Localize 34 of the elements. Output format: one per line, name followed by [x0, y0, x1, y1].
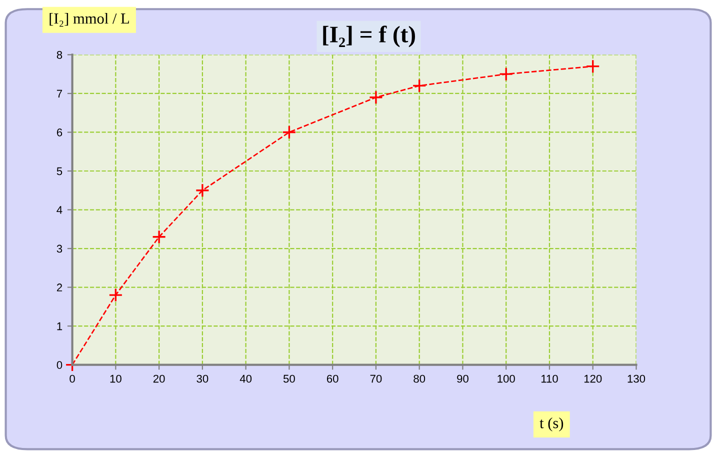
x-tick-label: 0 [70, 374, 75, 383]
x-tick-label: 130 [628, 374, 646, 383]
y-tick-label: 7 [56, 90, 62, 98]
y-tick-label: 5 [56, 167, 62, 176]
x-tick-label: 40 [240, 374, 252, 383]
point [195, 183, 210, 198]
y-tick-label: 3 [56, 244, 62, 253]
chart-title: [I₂] = f (t) [323, 26, 415, 48]
y-tick-label: 0 [56, 361, 62, 369]
point [499, 67, 514, 82]
x-axis-title: t (s) [540, 418, 564, 432]
x-tick-label: 70 [370, 374, 382, 383]
x-tick-label: 80 [414, 374, 426, 383]
x-tick-label: 20 [153, 374, 165, 383]
y-axis-title: [I₂] mmol / L [50, 12, 129, 27]
y-tick-label: 4 [56, 206, 62, 214]
y-tick-label: 2 [56, 284, 62, 292]
point [412, 78, 426, 93]
x-tick-label: 120 [584, 374, 602, 383]
y-tick-label: 8 [56, 50, 62, 59]
point [108, 288, 123, 302]
point [368, 90, 384, 104]
point [586, 59, 600, 74]
point [152, 230, 166, 244]
x-tick-label: 110 [541, 374, 558, 383]
x-tick-label: 100 [498, 374, 515, 383]
x-tick-label: 60 [326, 374, 338, 383]
x-tick-label: 30 [196, 374, 208, 383]
point [282, 125, 296, 140]
x-tick-label: 10 [110, 374, 122, 383]
y-tick-label: 6 [56, 128, 62, 136]
x-tick-label: 50 [283, 374, 295, 383]
y-tick-label: 1 [57, 322, 62, 330]
x-tick-label: 90 [457, 374, 468, 383]
